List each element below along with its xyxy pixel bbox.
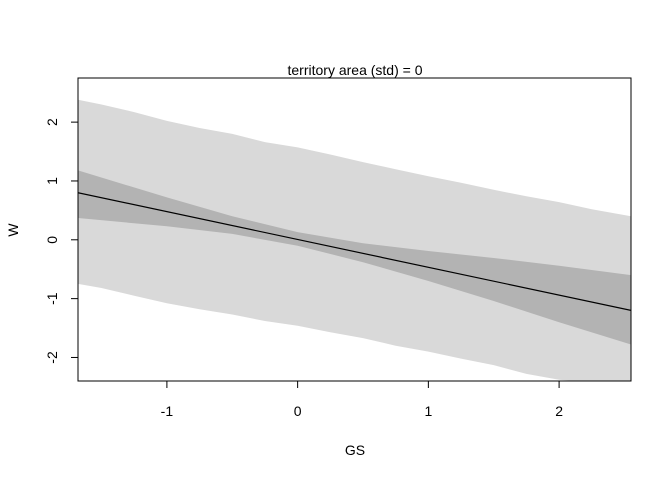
y-tick-label: 1	[44, 177, 60, 185]
mean-regression-line	[78, 192, 631, 311]
y-tick-label: -2	[44, 351, 60, 364]
mean-interval-band	[78, 170, 631, 345]
y-axis: -2 -1 0 1 2	[44, 118, 78, 364]
x-tick-label: 2	[555, 403, 563, 419]
x-axis: -1 0 1 2	[161, 380, 563, 419]
y-axis-label: W	[5, 223, 21, 237]
y-tick-label: -1	[44, 292, 60, 305]
y-tick-label: 2	[44, 118, 60, 126]
chart-title: territory area (std) = 0	[288, 62, 423, 78]
x-tick-label: 1	[424, 403, 432, 419]
x-tick-label: -1	[161, 403, 174, 419]
x-axis-label: GS	[345, 442, 365, 458]
y-tick-label: 0	[44, 236, 60, 244]
prediction-interval-band	[78, 99, 631, 381]
x-tick-label: 0	[294, 403, 302, 419]
